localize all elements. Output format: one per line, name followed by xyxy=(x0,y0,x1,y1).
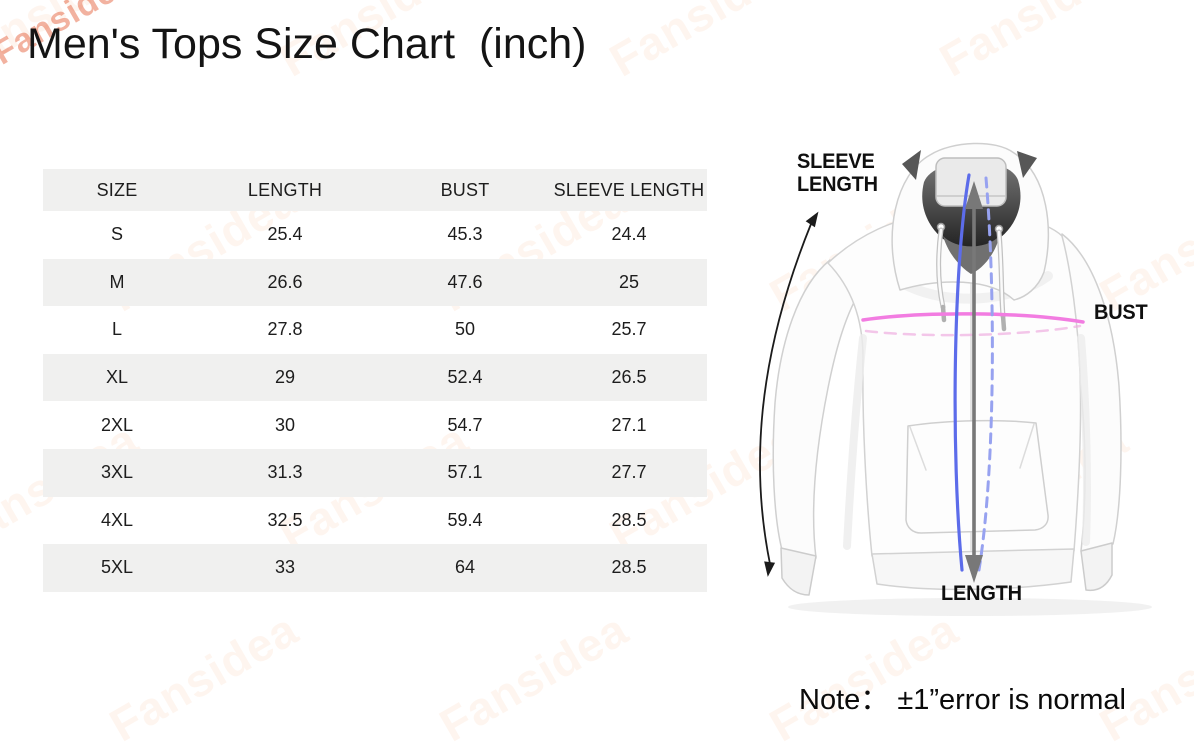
note-text: Note： ±1”error is normal xyxy=(799,684,1126,716)
table-cell: 5XL xyxy=(100,557,134,578)
table-cell: 54.7 xyxy=(447,414,483,435)
table-cell: 26.6 xyxy=(267,271,303,292)
table-cell: BUST xyxy=(440,179,490,200)
table-cell: XL xyxy=(105,367,129,388)
kangaroo-pocket xyxy=(905,419,1049,534)
table-cell: 33 xyxy=(274,557,296,578)
length-arrowhead-top xyxy=(965,181,983,209)
table-cell: 59.4 xyxy=(447,509,483,530)
table-cell: 24.4 xyxy=(611,224,647,245)
table-cell: 57.1 xyxy=(447,462,483,483)
table-row: 4XL 32.5 59.4 28.5 xyxy=(43,497,707,545)
length-arrowhead-bottom xyxy=(965,555,983,583)
table-cell: 50 xyxy=(454,319,476,340)
sleeve-length-label-line2: LENGTH xyxy=(797,173,878,196)
table-cell: 3XL xyxy=(100,462,134,483)
table-cell: 29 xyxy=(274,367,296,388)
table-cell: L xyxy=(111,319,122,340)
table-cell: 30 xyxy=(274,414,296,435)
table-header-row: SIZE LENGTH BUST SLEEVE LENGTH xyxy=(43,169,707,211)
length-line-blue xyxy=(953,173,971,572)
pocket-opening-right xyxy=(1019,423,1035,469)
bust-label: BUST xyxy=(1094,301,1148,324)
pocket-opening-left xyxy=(909,426,927,471)
table-row: L 27.8 50 25.7 xyxy=(43,306,707,354)
table-cell: 28.5 xyxy=(611,557,647,578)
watermark-text: Fansidea xyxy=(100,602,307,752)
page-title: Men's Tops Size Chart (inch) xyxy=(27,20,587,68)
table-cell: 4XL xyxy=(100,509,134,530)
table-row: XL 29 52.4 26.5 xyxy=(43,353,707,402)
table-cell: 25.7 xyxy=(611,319,647,340)
sleeve-length-label-line1: SLEEVE xyxy=(797,150,875,173)
neck-shadow xyxy=(943,235,1000,274)
table-row: S 25.4 45.3 24.4 xyxy=(43,211,707,259)
table-cell: SLEEVE LENGTH xyxy=(553,179,705,200)
hood-fold-right xyxy=(1017,151,1037,178)
hoodie-diagram xyxy=(759,142,1152,616)
table-row: 5XL 33 64 28.5 xyxy=(43,544,707,592)
table-cell: 52.4 xyxy=(447,367,483,388)
table-cell: 31.3 xyxy=(267,462,303,483)
table-cell: 32.5 xyxy=(267,509,303,530)
ground-shadow xyxy=(788,598,1152,616)
watermark-text: Fansidea xyxy=(600,0,807,87)
bust-line-dashed xyxy=(864,324,1082,337)
aglet-right xyxy=(1000,313,1007,332)
shading-right xyxy=(1077,334,1091,546)
table-cell: 27.8 xyxy=(267,319,303,340)
table-cell: M xyxy=(109,271,125,292)
table-cell: 45.3 xyxy=(447,224,483,245)
drawstring-left-hl xyxy=(937,228,945,309)
sleeve-arrowhead-top xyxy=(805,211,819,228)
table-cell: LENGTH xyxy=(247,179,323,200)
size-table: SIZE LENGTH BUST SLEEVE LENGTH S 25.4 45.3 24.… xyxy=(43,169,707,592)
shading-left xyxy=(843,334,867,550)
table-cell: SIZE xyxy=(96,179,138,200)
hood-fold-left xyxy=(902,150,921,180)
hoodie-right-cuff xyxy=(1080,542,1113,592)
table-cell: S xyxy=(110,224,123,245)
size-table-body: S 25.4 45.3 24.4 M 26.6 47.6 25 L 27.8 50 25.7 XL 29 5… xyxy=(43,211,707,592)
table-cell: 26.5 xyxy=(611,367,647,388)
table-cell: 47.6 xyxy=(447,271,483,292)
table-cell: 25 xyxy=(618,271,640,292)
table-cell: 2XL xyxy=(100,414,134,435)
drawstring-right-hl xyxy=(997,230,1005,318)
sleeve-length-arrow xyxy=(759,223,812,565)
table-row: 3XL 31.3 57.1 27.7 xyxy=(43,448,707,497)
sleeve-length-label: SLEEVE LENGTH xyxy=(797,150,878,196)
hoodie-left-cuff xyxy=(780,547,817,596)
table-cell: 27.1 xyxy=(611,414,647,435)
watermark-text: Fansidea xyxy=(430,602,637,752)
watermark-text: Fansidea xyxy=(930,0,1137,87)
length-line-blue-dashed xyxy=(977,176,994,572)
length-label: LENGTH xyxy=(941,582,1022,605)
table-cell: 27.7 xyxy=(611,462,647,483)
table-cell: 28.5 xyxy=(611,509,647,530)
sleeve-arrowhead-bottom xyxy=(764,561,776,577)
table-cell: 25.4 xyxy=(267,224,303,245)
table-row: M 26.6 47.6 25 xyxy=(43,258,707,307)
table-cell: 64 xyxy=(454,557,476,578)
table-row: 2XL 30 54.7 27.1 xyxy=(43,401,707,449)
